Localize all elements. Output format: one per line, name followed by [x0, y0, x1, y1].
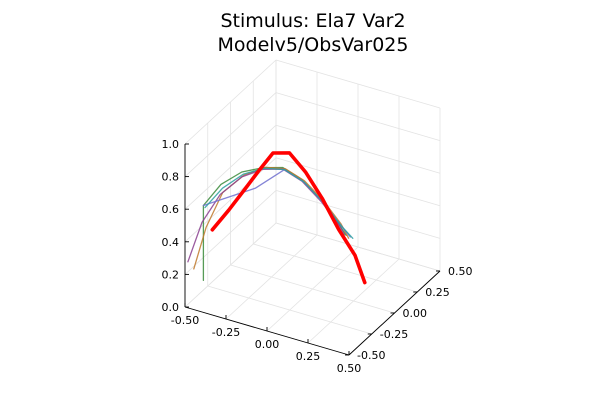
y-tick-label: 0.50: [448, 265, 473, 278]
chart-title-line-2: Modelv5/ObsVar025: [218, 34, 409, 56]
z-tick-label: 0.8: [162, 171, 180, 184]
x-tick-label: 0.00: [255, 338, 280, 351]
grid-back-z: [275, 59, 441, 109]
y-tick-label: -0.25: [380, 328, 408, 341]
x-tick-label: -0.25: [212, 326, 240, 339]
grid-back-z: [275, 92, 441, 141]
x-tick-label: 0.25: [296, 350, 321, 363]
grid-left-z: [184, 124, 277, 210]
z-tick-label: 1.0: [162, 138, 180, 151]
x-tick-label: -0.50: [171, 314, 199, 327]
grid-floor-y: [253, 243, 418, 293]
series-line-1: [193, 166, 350, 270]
y-tick-label: -0.50: [357, 349, 385, 362]
x-tick-label: 0.50: [337, 362, 362, 375]
chart-title-line-1: Stimulus: Ela7 Var2: [220, 10, 405, 32]
series-layer: [187, 151, 367, 285]
grid-back-z: [275, 222, 441, 272]
series-line-3: [202, 168, 351, 238]
grid-back-z: [275, 157, 441, 207]
grid-back-z: [275, 124, 441, 174]
grid-left-z: [184, 92, 277, 177]
grid-left-z: [184, 59, 277, 145]
z-tick-label: 0.0: [162, 301, 180, 314]
grid-floor-y: [230, 264, 395, 314]
axes-layer: [184, 143, 441, 356]
grid-left-z: [184, 222, 277, 308]
grid-left-z: [184, 190, 277, 275]
tick-label-layer: -0.50-0.250.000.250.50-0.50-0.250.000.25…: [162, 138, 473, 375]
series-line-highlight: [210, 151, 367, 285]
series-line-4: [204, 167, 354, 239]
y-tick-label: 0.25: [425, 286, 450, 299]
y-tick-label: 0.00: [403, 307, 428, 320]
grid-floor-y: [207, 285, 372, 335]
grid-back-z: [275, 190, 441, 239]
z-tick-label: 0.2: [162, 268, 180, 281]
z-tick-label: 0.4: [162, 236, 180, 249]
z-tick-label: 0.6: [162, 203, 180, 216]
